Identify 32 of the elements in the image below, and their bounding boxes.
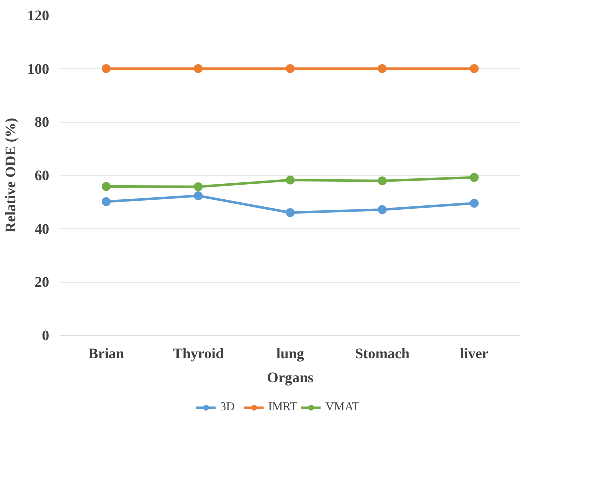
x-tick-label: Stomach [355,346,410,362]
y-tick-label: 80 [34,115,50,132]
legend-label: IMRT [268,400,298,414]
x-tick-label: Brian [88,346,124,362]
y-tick-label: 20 [34,275,50,292]
y-tick-label: 120 [28,8,50,24]
point [470,64,479,74]
y-tick-label: 100 [28,62,50,78]
point [470,199,479,208]
y-tick-label: 40 [34,222,50,238]
point [102,182,111,192]
x-tick-label: liver [460,346,490,362]
point [194,192,203,201]
point [378,176,387,186]
y-tick-label: 60 [34,168,50,184]
point [102,197,111,206]
x-tick-label: Thyroid [172,346,224,362]
point [194,182,203,192]
point [102,64,111,74]
point [286,64,295,74]
point [378,205,387,214]
point [378,64,387,74]
point [286,208,295,218]
point [194,64,203,74]
point [286,176,295,185]
y-axis-title: Relative ODE (%) [4,118,20,233]
point [470,173,479,182]
y-tick-label: 0 [42,328,50,344]
x-axis-title: Organs [267,370,314,386]
legend-label: 3D [220,400,236,414]
legend-label: VMAT [326,400,360,414]
x-tick-label: lung [276,346,306,362]
